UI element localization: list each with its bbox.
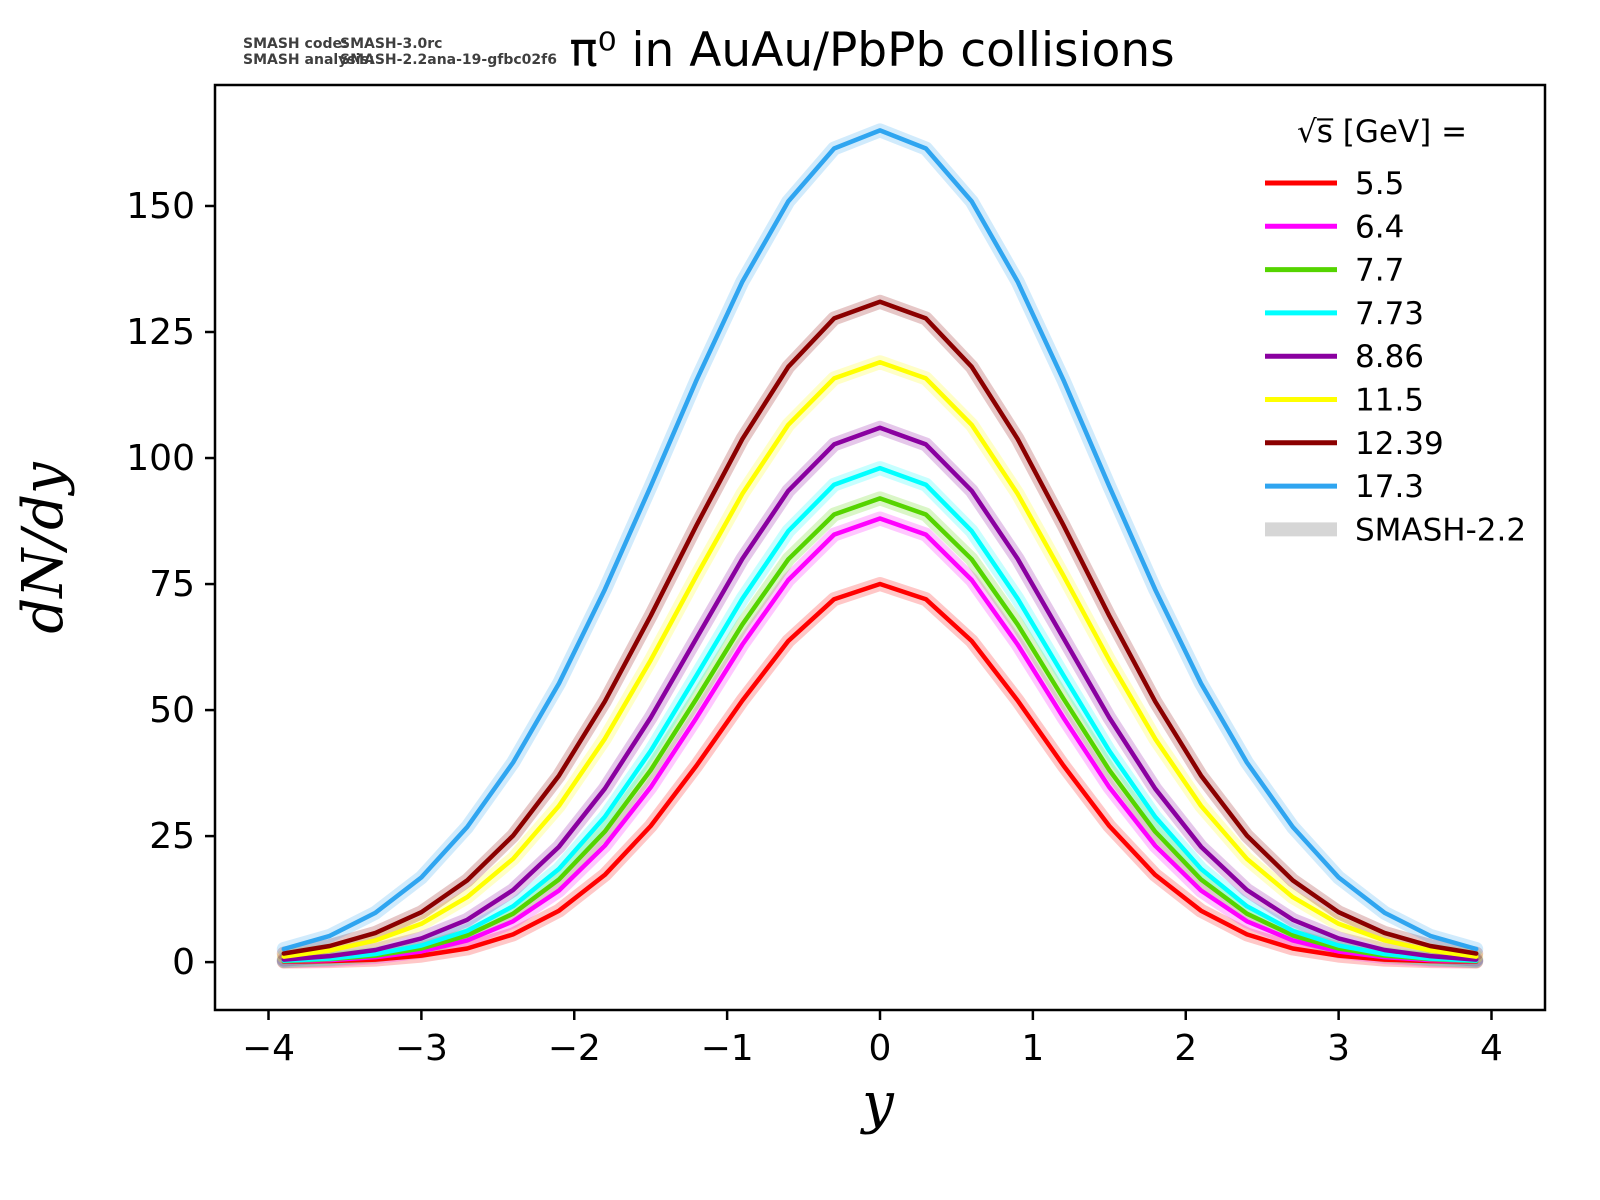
- series-line-11.5: [281, 359, 1479, 959]
- y-tick-label: 75: [149, 564, 195, 605]
- x-tick-label: 4: [1480, 1028, 1503, 1069]
- legend-label-17.3: 17.3: [1355, 469, 1424, 505]
- x-tick-label: 1: [1021, 1028, 1044, 1069]
- y-tick-label: 0: [172, 942, 195, 983]
- ticks-layer: −4 −3 −2 −1 0 1 2 3 4 0 25 50 75 100 125 150: [126, 186, 1503, 1069]
- smash-code-label: SMASH code:: [243, 36, 348, 52]
- chart-title: π⁰ in AuAu/PbPb collisions: [569, 23, 1174, 78]
- series-line-7.7: [281, 496, 1479, 964]
- legend-label-5.5: 5.5: [1355, 166, 1404, 202]
- legend-label-8.86: 8.86: [1355, 339, 1424, 375]
- smash-analysis-value: SMASH-2.2ana-19-gfbc02f6: [340, 52, 557, 68]
- smash-code-value: SMASH-3.0rc: [340, 36, 442, 52]
- x-tick-label: −3: [395, 1028, 448, 1069]
- legend: √s̅ [GeV] = 5.5 6.4 7.7 7.73 8.86 11.5 12.39 17.…: [1265, 114, 1526, 548]
- series-line-12.39: [281, 299, 1479, 956]
- x-axis-label: y: [859, 1071, 895, 1136]
- series-lines-layer: [281, 128, 1479, 964]
- x-tick-label: −1: [701, 1028, 754, 1069]
- smash-analysis-label: SMASH analysis:: [243, 52, 374, 68]
- x-tick-label: −2: [548, 1028, 601, 1069]
- x-tick-label: 3: [1327, 1028, 1350, 1069]
- y-tick-label: 25: [149, 816, 195, 857]
- series-line-7.73: [281, 465, 1479, 963]
- legend-label-11.5: 11.5: [1355, 383, 1424, 419]
- legend-title: √s̅ [GeV] =: [1297, 114, 1467, 150]
- series-line-5.5: [281, 581, 1479, 964]
- x-tick-label: 0: [869, 1028, 892, 1069]
- y-tick-label: 50: [149, 690, 195, 731]
- series-line-17.3: [281, 128, 1479, 952]
- y-tick-label: 100: [126, 438, 195, 479]
- legend-label-smash22-band: SMASH-2.2: [1355, 512, 1526, 548]
- series-line-8.86: [281, 425, 1479, 962]
- x-tick-label: −4: [242, 1028, 295, 1069]
- x-tick-label: 2: [1174, 1028, 1197, 1069]
- y-axis-label: dN/dy: [11, 461, 76, 634]
- legend-label-12.39: 12.39: [1355, 426, 1444, 462]
- series-line-6.4: [281, 516, 1479, 964]
- legend-label-7.73: 7.73: [1355, 296, 1424, 332]
- y-tick-label: 150: [126, 186, 195, 227]
- y-tick-label: 125: [126, 312, 195, 353]
- legend-label-6.4: 6.4: [1355, 209, 1404, 245]
- legend-label-7.7: 7.7: [1355, 253, 1404, 289]
